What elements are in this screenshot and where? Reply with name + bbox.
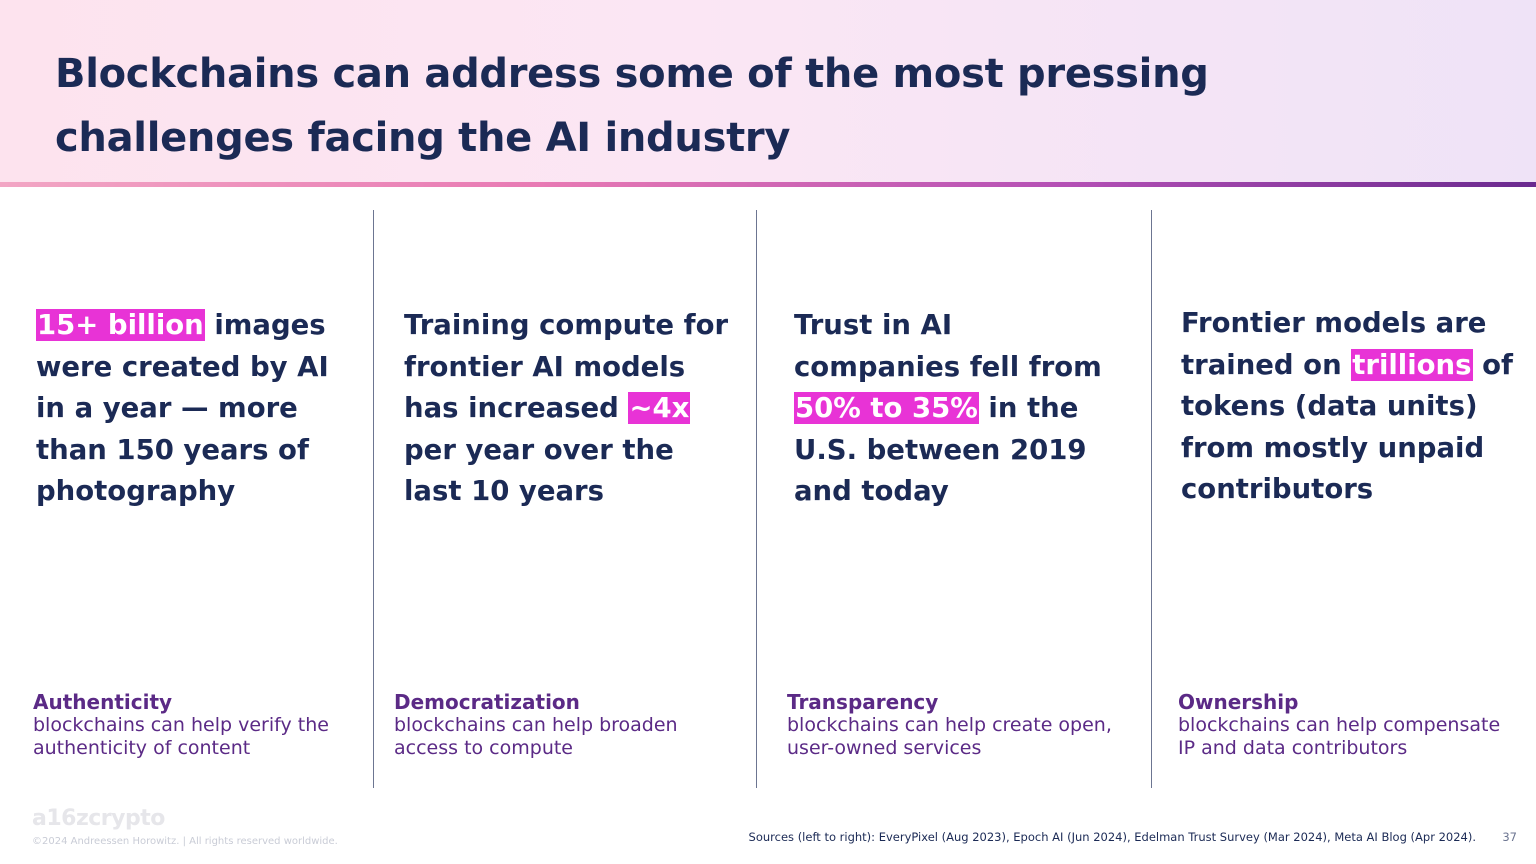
category-description: blockchains can help verify the authenti… xyxy=(33,714,329,759)
category-democratization: Democratization blockchains can help bro… xyxy=(394,690,714,760)
stat-highlight: 15+ billion xyxy=(36,309,205,341)
header-gradient-rule xyxy=(0,182,1536,187)
category-label: Transparency xyxy=(787,690,939,714)
category-description: blockchains can help create open, user-o… xyxy=(787,714,1112,759)
column-ownership: Frontier models are trained on trillions… xyxy=(1181,303,1516,783)
slide-title: Blockchains can address some of the most… xyxy=(55,51,1209,161)
column-transparency: Trust in AI companies fell from 50% to 3… xyxy=(794,305,1114,785)
category-label: Authenticity xyxy=(33,690,173,714)
a16zcrypto-logo: a16zcrypto xyxy=(32,806,165,831)
header-band xyxy=(0,0,1536,184)
category-description: blockchains can help broaden access to c… xyxy=(394,714,678,759)
column-democratization: Training compute for frontier AI models … xyxy=(404,305,739,785)
sources-text: Sources (left to right): EveryPixel (Aug… xyxy=(748,830,1476,844)
stat-highlight: 50% to 35% xyxy=(794,392,979,424)
stat-text: Training compute for frontier AI models … xyxy=(404,309,729,507)
stat-highlight: trillions xyxy=(1351,348,1473,381)
page-number: 37 xyxy=(1502,830,1517,844)
stat-text: 15+ billion images were created by AI in… xyxy=(36,309,329,507)
copyright-text: ©2024 Andreessen Horowitz. | All rights … xyxy=(32,836,338,847)
category-label: Ownership xyxy=(1178,690,1299,714)
column-divider xyxy=(373,210,374,788)
stat-highlight: ~4x xyxy=(628,392,691,424)
category-description: blockchains can help compensate IP and d… xyxy=(1178,714,1501,759)
column-authenticity: 15+ billion images were created by AI in… xyxy=(36,305,336,785)
category-authenticity: Authenticity blockchains can help verify… xyxy=(33,690,353,760)
column-divider xyxy=(1151,210,1152,788)
stat-text: Trust in AI companies fell from 50% to 3… xyxy=(794,309,1102,507)
category-ownership: Ownership blockchains can help compensat… xyxy=(1178,690,1508,760)
category-label: Democratization xyxy=(394,690,580,714)
column-divider xyxy=(756,210,757,788)
category-transparency: Transparency blockchains can help create… xyxy=(787,690,1117,760)
stat-text: Frontier models are trained on trillions… xyxy=(1181,307,1513,505)
